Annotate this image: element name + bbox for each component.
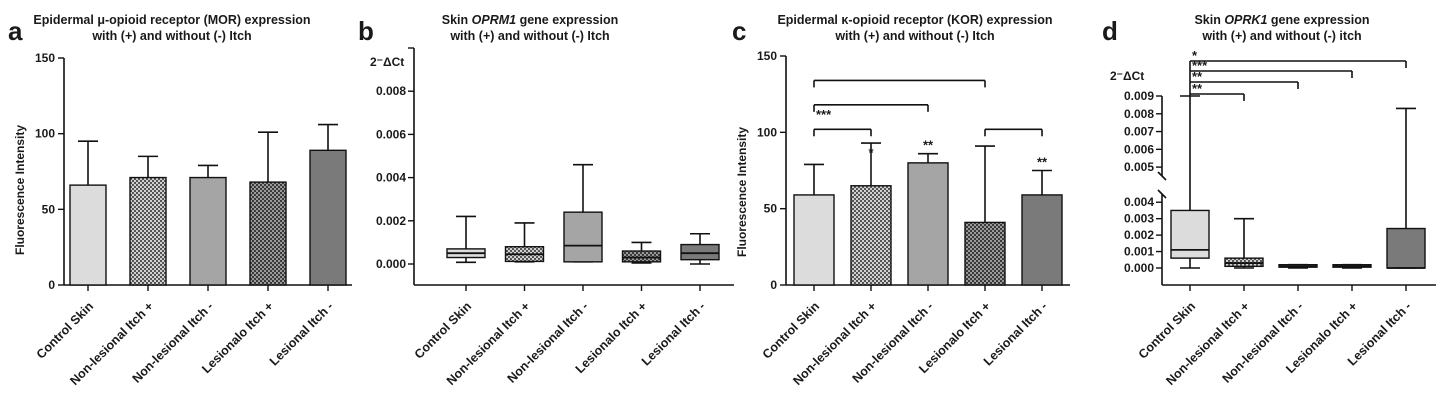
bracket-d-label-3: *: [1192, 48, 1198, 63]
bar-a-0: [69, 184, 107, 286]
axis-break-d-upper: [1157, 171, 1167, 181]
box-b-4: [680, 243, 720, 261]
box-d-4: [1386, 227, 1426, 269]
chart-c-ylabel: Fluorescence Intensity: [735, 127, 749, 257]
sig-star-c-4: **: [1037, 155, 1048, 170]
y-tick-label-b-0: 0.000: [376, 257, 406, 271]
bar-a-3: [249, 181, 287, 286]
bar-a-1: [129, 176, 167, 286]
category-label-b-0: Control Skin: [412, 299, 474, 361]
y-tick-label-d-upper-3: 0.008: [1124, 107, 1154, 121]
panel-letter-d: d: [1102, 16, 1118, 46]
y-tick-label-d-upper-4: 0.009: [1124, 89, 1154, 103]
box-b-2: [563, 211, 603, 263]
y-tick-label-d-lower-0: 0.000: [1124, 261, 1154, 275]
y-tick-label-d-lower-4: 0.004: [1124, 195, 1154, 209]
y-tick-label-b-2: 0.004: [376, 171, 406, 185]
y-tick-label-b-3: 0.006: [376, 127, 406, 141]
y-tick-label-d-lower-2: 0.002: [1124, 228, 1154, 242]
chart-a-title-line2: with (+) and without (-) Itch: [91, 29, 251, 43]
chart-d-title-line2: with (+) and without (-) itch: [1201, 29, 1361, 43]
bracket-c-label-1: ***: [816, 107, 832, 122]
bar-c-0: [793, 194, 835, 286]
axis-break-d-lower: [1157, 189, 1167, 199]
chart-a-title-line1: Epidermal μ-opioid receptor (MOR) expres…: [33, 13, 310, 27]
chart-c-title-line2: with (+) and without (-) Itch: [834, 29, 994, 43]
bar-c-4: [1021, 194, 1063, 286]
y-tick-label-a-1: 50: [42, 202, 56, 216]
bar-c-2: [907, 162, 949, 286]
category-label-c-0: Control Skin: [760, 299, 822, 361]
y-tick-label-c-2: 100: [757, 125, 777, 139]
y-tick-label-d-upper-0: 0.005: [1124, 160, 1154, 174]
box-d-0: [1170, 209, 1210, 259]
chart-d-title-line1: Skin OPRK1 gene expression: [1194, 13, 1369, 27]
category-label-b-4: Lesional Itch -: [639, 299, 708, 368]
y-tick-label-c-0: 0: [770, 278, 777, 292]
bar-a-2: [189, 176, 227, 286]
y-tick-label-a-0: 0: [48, 278, 55, 292]
chart-c-title-line1: Epidermal κ-opioid receptor (KOR) expres…: [777, 13, 1052, 27]
y-tick-label-b-1: 0.002: [376, 214, 406, 228]
chart-a-ylabel: Fluorescence Intensity: [13, 125, 27, 255]
chart-d-ylabel: 2⁻ΔCt: [1110, 69, 1144, 83]
bracket-d-label-1: **: [1192, 69, 1203, 84]
y-tick-label-c-3: 150: [757, 49, 777, 63]
bar-c-1: [850, 185, 892, 286]
y-tick-label-d-lower-3: 0.003: [1124, 212, 1154, 226]
y-tick-label-a-2: 100: [35, 127, 55, 141]
y-tick-label-d-upper-2: 0.007: [1124, 125, 1154, 139]
chart-b-ylabel: 2⁻ΔCt: [370, 55, 404, 69]
panel-letter-b: b: [358, 16, 374, 46]
panel-letter-c: c: [732, 16, 746, 46]
y-tick-label-d-upper-1: 0.006: [1124, 142, 1154, 156]
y-tick-label-b-4: 0.008: [376, 84, 406, 98]
sig-star-c-2: **: [923, 138, 934, 153]
chart-b-title-line1: Skin OPRM1 gene expression: [442, 13, 618, 27]
category-label-a-0: Control Skin: [34, 299, 96, 361]
sig-star-c-1: *: [868, 145, 874, 160]
y-tick-label-a-3: 150: [35, 51, 55, 65]
bar-a-4: [309, 149, 347, 286]
bar-c-3: [964, 221, 1006, 286]
panel-letter-a: a: [8, 16, 23, 46]
bracket-d-label-0: **: [1192, 81, 1203, 96]
box-b-3: [621, 250, 662, 263]
chart-b-title-line2: with (+) and without (-) Itch: [449, 29, 609, 43]
y-tick-label-c-1: 50: [764, 202, 778, 216]
y-tick-label-d-lower-1: 0.001: [1124, 245, 1154, 259]
category-label-a-4: Lesional Itch -: [267, 299, 336, 368]
